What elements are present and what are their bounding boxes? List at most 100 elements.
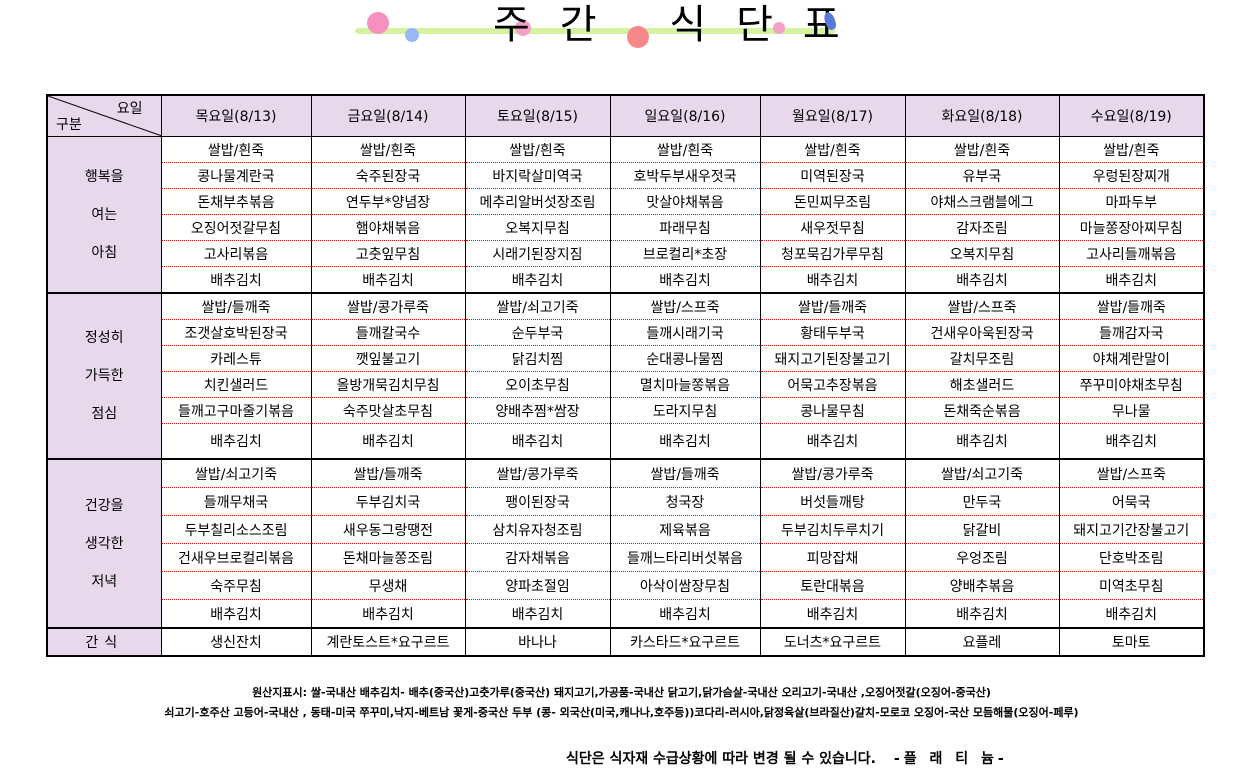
menu-cell: 배추김치 — [904, 266, 1060, 294]
day-header: 토요일(8/15) — [464, 94, 611, 137]
menu-cell: 야채계란말이 — [1058, 345, 1205, 372]
footer-notice-text: 식단은 식자재 수급상황에 따라 변경 될 수 있습니다. — [566, 751, 876, 767]
menu-cell: 배추김치 — [160, 266, 312, 294]
title-banner: 주간 식단표 — [345, 0, 1005, 55]
menu-cell: 숙주맛살초무침 — [310, 397, 466, 424]
menu-cell: 햄야채볶음 — [310, 214, 466, 241]
menu-cell: 배추김치 — [160, 599, 312, 629]
origin-note-2: 쇠고기-호주산 고등어-국내산 , 동태-미국 쭈꾸미,낙지-베트남 꽃게-중국… — [164, 706, 1079, 719]
snack-cell: 카스타드*요구르트 — [609, 627, 761, 657]
menu-cell: 쌀밥/들깨죽 — [160, 293, 312, 320]
menu-cell: 감자조림 — [904, 214, 1060, 241]
page-title: 주간 식단표 — [493, 2, 870, 48]
snack-cell: 바나나 — [464, 627, 611, 657]
menu-cell: 맛살야채볶음 — [609, 188, 761, 215]
menu-cell: 양파초절임 — [464, 571, 611, 600]
meal-label-line: 여는 — [91, 206, 118, 223]
meal-label-line: 아침 — [91, 244, 118, 261]
menu-cell: 돈채죽순볶음 — [904, 397, 1060, 424]
menu-cell: 쌀밥/콩가루죽 — [759, 459, 906, 488]
menu-cell: 순대콩나물찜 — [609, 345, 761, 372]
menu-cell: 삼치유자청조림 — [464, 515, 611, 544]
day-header: 화요일(8/18) — [904, 94, 1060, 137]
flower-icon — [515, 20, 531, 36]
flower-icon — [367, 12, 389, 34]
corner-header: 요일 구분 — [46, 94, 162, 137]
menu-row: 들깨무채국 두부김치국 팽이된장국 청국장 버섯들깨탕 만두국 어묵국 — [47, 487, 1205, 516]
weekly-menu-table: 요일 구분 목요일(8/13) 금요일(8/14) 토요일(8/15) 일요일(8/1… — [46, 94, 1205, 657]
menu-cell: 감자채볶음 — [464, 543, 611, 572]
meal-label-line: 저녁 — [91, 573, 118, 590]
meal-label-line: 생각한 — [84, 535, 124, 552]
menu-cell: 고사리볶음 — [160, 240, 312, 267]
menu-cell: 도라지무침 — [609, 397, 761, 424]
meal-label: 행복을 여는 아침 — [46, 136, 162, 294]
menu-cell: 양배추찜*쌈장 — [464, 397, 611, 424]
menu-cell: 들깨무채국 — [160, 487, 312, 516]
menu-row: 돈채부추볶음 연두부*양념장 메추리알버섯장조림 맛살야채볶음 돈민찌무조림 야채스크램블… — [47, 188, 1205, 215]
menu-cell: 새우젓무침 — [759, 214, 906, 241]
menu-cell: 깻잎불고기 — [310, 345, 466, 372]
menu-cell: 무나물 — [1058, 397, 1205, 424]
menu-row: 배추김치 배추김치 배추김치 배추김치 배추김치 배추김치 배추김치 — [47, 423, 1205, 460]
corner-day-label: 요일 — [116, 101, 143, 117]
corner-category-label: 구분 — [56, 117, 82, 133]
menu-cell: 배추김치 — [759, 599, 906, 629]
snack-cell: 생신잔치 — [160, 627, 312, 657]
menu-cell: 아삭이쌈장무침 — [609, 571, 761, 600]
menu-cell: 양배추볶음 — [904, 571, 1060, 600]
meal-label: 건강을 생각한 저녁 — [46, 458, 162, 629]
meal-label-line: 점심 — [91, 406, 118, 422]
diagonal-line — [48, 96, 160, 136]
menu-cell: 호박두부새우젓국 — [609, 162, 761, 189]
day-header: 일요일(8/16) — [609, 94, 761, 137]
menu-cell: 단호박조림 — [1058, 543, 1205, 572]
menu-cell: 배추김치 — [310, 423, 466, 460]
menu-row: 정성히 가득한 점심 쌀밥/들깨죽 쌀밥/콩가루죽 쌀밥/쇠고기죽 쌀밥/스프죽 쌀밥/들깨죽… — [46, 292, 1205, 460]
menu-cell: 배추김치 — [160, 423, 312, 460]
menu-cell: 두부칠리소스조림 — [160, 515, 312, 544]
menu-row: 콩나물계란국 숙주된장국 바지락살미역국 호박두부새우젓국 미역된장국 유부국 우렁된장찌개 — [47, 162, 1205, 189]
menu-cell: 쌀밥/흰죽 — [310, 136, 466, 163]
menu-cell: 청포묵김가루무침 — [759, 240, 906, 267]
menu-cell: 배추김치 — [1058, 266, 1205, 294]
menu-cell: 들깨느타리버섯볶음 — [609, 543, 761, 572]
menu-cell: 제육볶음 — [609, 515, 761, 544]
menu-cell: 쌀밥/들깨죽 — [310, 459, 466, 488]
menu-cell: 들깨칼국수 — [310, 319, 466, 346]
menu-cell: 들깨시래기국 — [609, 319, 761, 346]
menu-cell: 파래무침 — [609, 214, 761, 241]
menu-cell: 미역된장국 — [759, 162, 906, 189]
menu-cell: 배추김치 — [1058, 599, 1205, 629]
menu-cell: 쭈꾸미야채초무침 — [1058, 371, 1205, 398]
menu-cell: 토란대볶음 — [759, 571, 906, 600]
menu-cell: 카레스튜 — [160, 345, 312, 372]
menu-cell: 피망잡채 — [759, 543, 906, 572]
menu-row: 들깨고구마줄기볶음 숙주맛살초무침 양배추찜*쌈장 도라지무침 콩나물무침 돈채죽순볶음 무… — [47, 397, 1205, 424]
menu-cell: 브로컬리*초장 — [609, 240, 761, 267]
snack-cell: 토마토 — [1058, 627, 1205, 657]
menu-cell: 쌀밥/흰죽 — [1058, 136, 1205, 163]
menu-cell: 오복지무침 — [464, 214, 611, 241]
menu-cell: 배추김치 — [904, 423, 1060, 460]
menu-cell: 멸치마늘쫑볶음 — [609, 371, 761, 398]
menu-cell: 쌀밥/흰죽 — [464, 136, 611, 163]
menu-cell: 배추김치 — [609, 266, 761, 294]
menu-cell: 배추김치 — [609, 423, 761, 460]
menu-row: 조갯살호박된장국 들깨칼국수 순두부국 들깨시래기국 황태두부국 건새우아욱된장국 들깨감자… — [47, 319, 1205, 346]
menu-cell: 쌀밥/스프죽 — [1058, 459, 1205, 488]
menu-cell: 배추김치 — [464, 599, 611, 629]
menu-row: 고사리볶음 고춧잎무침 시래기된장지짐 브로컬리*초장 청포묵김가루무침 오복지무침 고사리… — [47, 240, 1205, 267]
menu-cell: 오이초무침 — [464, 371, 611, 398]
menu-cell: 쌀밥/스프죽 — [609, 293, 761, 320]
menu-row: 숙주무침 무생채 양파초절임 아삭이쌈장무침 토란대볶음 양배추볶음 미역초무침 — [47, 571, 1205, 600]
menu-cell: 배추김치 — [609, 599, 761, 629]
menu-cell: 숙주무침 — [160, 571, 312, 600]
menu-cell: 쌀밥/들깨죽 — [759, 293, 906, 320]
menu-cell: 닭김치찜 — [464, 345, 611, 372]
menu-cell: 마파두부 — [1058, 188, 1205, 215]
menu-cell: 야채스크램블에그 — [904, 188, 1060, 215]
menu-cell: 닭갈비 — [904, 515, 1060, 544]
menu-cell: 황태두부국 — [759, 319, 906, 346]
menu-cell: 배추김치 — [1058, 423, 1205, 460]
